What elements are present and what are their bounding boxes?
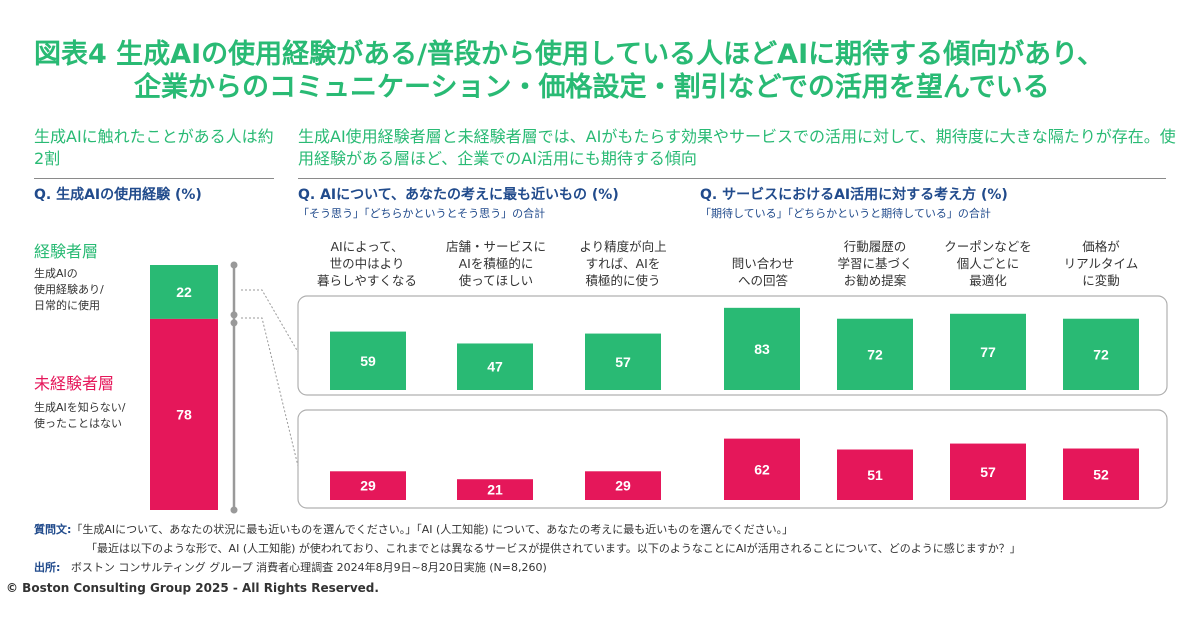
source-text: ボストン コンサルティング グループ 消費者心理調査 2024年8月9日~8月2… xyxy=(70,561,547,574)
data-label: 62 xyxy=(754,461,770,477)
data-label: 78 xyxy=(176,406,192,422)
dotted-connectors xyxy=(241,289,299,467)
data-label: 29 xyxy=(615,478,631,494)
category-label: 価格が リアルタイム に変動 xyxy=(1063,239,1139,288)
group-label-experienced: 経験者層 xyxy=(34,242,99,261)
left-subtitle: 生成AIに触れたことがある人は約2割 xyxy=(34,127,274,168)
data-label: 57 xyxy=(615,354,631,370)
group-desc-experienced: 生成AIの 使用経験あり/ 日常的に使用 xyxy=(34,267,104,312)
question-right-note: 「期待している」「どちらかというと期待している」の合計 xyxy=(700,207,991,220)
data-label: 29 xyxy=(360,478,376,494)
bar-experienced-share xyxy=(150,265,218,319)
bar-experienced xyxy=(950,313,1026,390)
data-label: 22 xyxy=(176,284,192,300)
data-label: 52 xyxy=(1093,466,1109,482)
data-label: 51 xyxy=(867,467,883,483)
data-label: 57 xyxy=(980,464,996,480)
bar-experienced xyxy=(457,343,533,390)
bracket-dot xyxy=(230,319,238,327)
bar-experienced xyxy=(1063,318,1139,390)
question-right: Q. サービスにおけるAI活用に対する考え方 (%) xyxy=(700,187,1008,203)
data-label: 77 xyxy=(980,344,996,360)
question-footnote: 質問文:「生成AIについて、あなたの状況に最も近いものを選んでください。」「AI… xyxy=(34,522,793,537)
data-label: 59 xyxy=(360,353,376,369)
bracket-dot xyxy=(230,311,238,319)
question-left: Q. 生成AIの使用経験 (%) xyxy=(34,187,202,203)
data-label: 83 xyxy=(754,341,770,357)
divider-right xyxy=(298,178,1166,179)
question-mid: Q. AIについて、あなたの考えに最も近いもの (%) xyxy=(298,187,619,203)
title-line-1: 図表4 生成AIの使用経験がある/普段から使用している人ほどAIに期待する傾向が… xyxy=(34,39,1105,70)
category-label: クーポンなどを 個人ごとに 最適化 xyxy=(944,239,1032,288)
bar-inexperienced xyxy=(724,438,800,500)
category-label: AIによって、 世の中はより 暮らしやすくなる xyxy=(317,239,417,288)
connector-experienced xyxy=(241,289,299,353)
question-mid-note: 「そう思う」「どちらかというとそう思う」の合計 xyxy=(298,207,546,220)
category-label: 店舗・サービスに AIを積極的に 使ってほしい xyxy=(445,239,546,288)
category-label: より精度が向上 すれば、AIを 積極的に使う xyxy=(579,239,667,288)
page-title: 図表4 生成AIの使用経験がある/普段から使用している人ほどAIに期待する傾向が… xyxy=(34,38,1174,104)
title-line-2: 企業からのコミュニケーション・価格設定・割引などでの活用を望んでいる xyxy=(134,72,1050,103)
category-label: 問い合わせ への回答 xyxy=(731,256,795,288)
bar-inexperienced xyxy=(950,443,1026,500)
bar-experienced xyxy=(837,318,913,390)
data-label: 47 xyxy=(487,359,503,375)
data-label: 72 xyxy=(1093,346,1109,362)
bar-inexperienced xyxy=(457,479,533,500)
bar-experienced xyxy=(724,307,800,390)
right-subtitle: 生成AI使用経験者層と未経験者層では、AIがもたらす効果やサービスでの活用に対し… xyxy=(298,127,1176,168)
panel-inexperienced xyxy=(297,409,1168,509)
source-label: 出所: xyxy=(34,561,61,574)
connector-inexperienced xyxy=(241,317,299,467)
bar-inexperienced xyxy=(585,471,661,500)
source-footnote: 出所: ボストン コンサルティング グループ 消費者心理調査 2024年8月9日… xyxy=(34,560,547,575)
divider-left xyxy=(34,178,274,179)
copyright: © Boston Consulting Group 2025 - All Rig… xyxy=(6,581,379,595)
question-footnote-label: 質問文: xyxy=(34,523,72,536)
bar-experienced xyxy=(330,331,406,390)
bar-inexperienced xyxy=(837,449,913,500)
group-label-inexperienced: 未経験者層 xyxy=(34,374,115,393)
bracket-dot xyxy=(230,261,238,269)
comparison-bars: 59 47 57 83 72 77 72 29 21 29 62 51 57 52 xyxy=(330,307,1139,500)
bar-inexperienced xyxy=(1063,448,1139,500)
data-label: 21 xyxy=(487,482,503,498)
group-desc-inexperienced: 生成AIを知らない/ 使ったことはない xyxy=(34,401,126,430)
bar-experienced xyxy=(585,333,661,390)
category-label: 行動履歴の 学習に基づく お勧め提案 xyxy=(837,239,913,288)
question-footnote-line-2: 「最近は以下のような形で、AI (人工知能) が使われており、これまでとは異なる… xyxy=(86,542,1021,555)
range-bracket xyxy=(230,261,238,514)
bar-inexperienced-share xyxy=(150,318,218,510)
stacked-bar-chart: 22 78 xyxy=(150,265,218,510)
bracket-dot xyxy=(230,506,238,514)
panel-experienced xyxy=(297,295,1168,396)
question-footnote-line-1: 「生成AIについて、あなたの状況に最も近いものを選んでください。」「AI (人工… xyxy=(71,523,794,536)
bar-inexperienced xyxy=(330,471,406,500)
data-label: 72 xyxy=(867,346,883,362)
